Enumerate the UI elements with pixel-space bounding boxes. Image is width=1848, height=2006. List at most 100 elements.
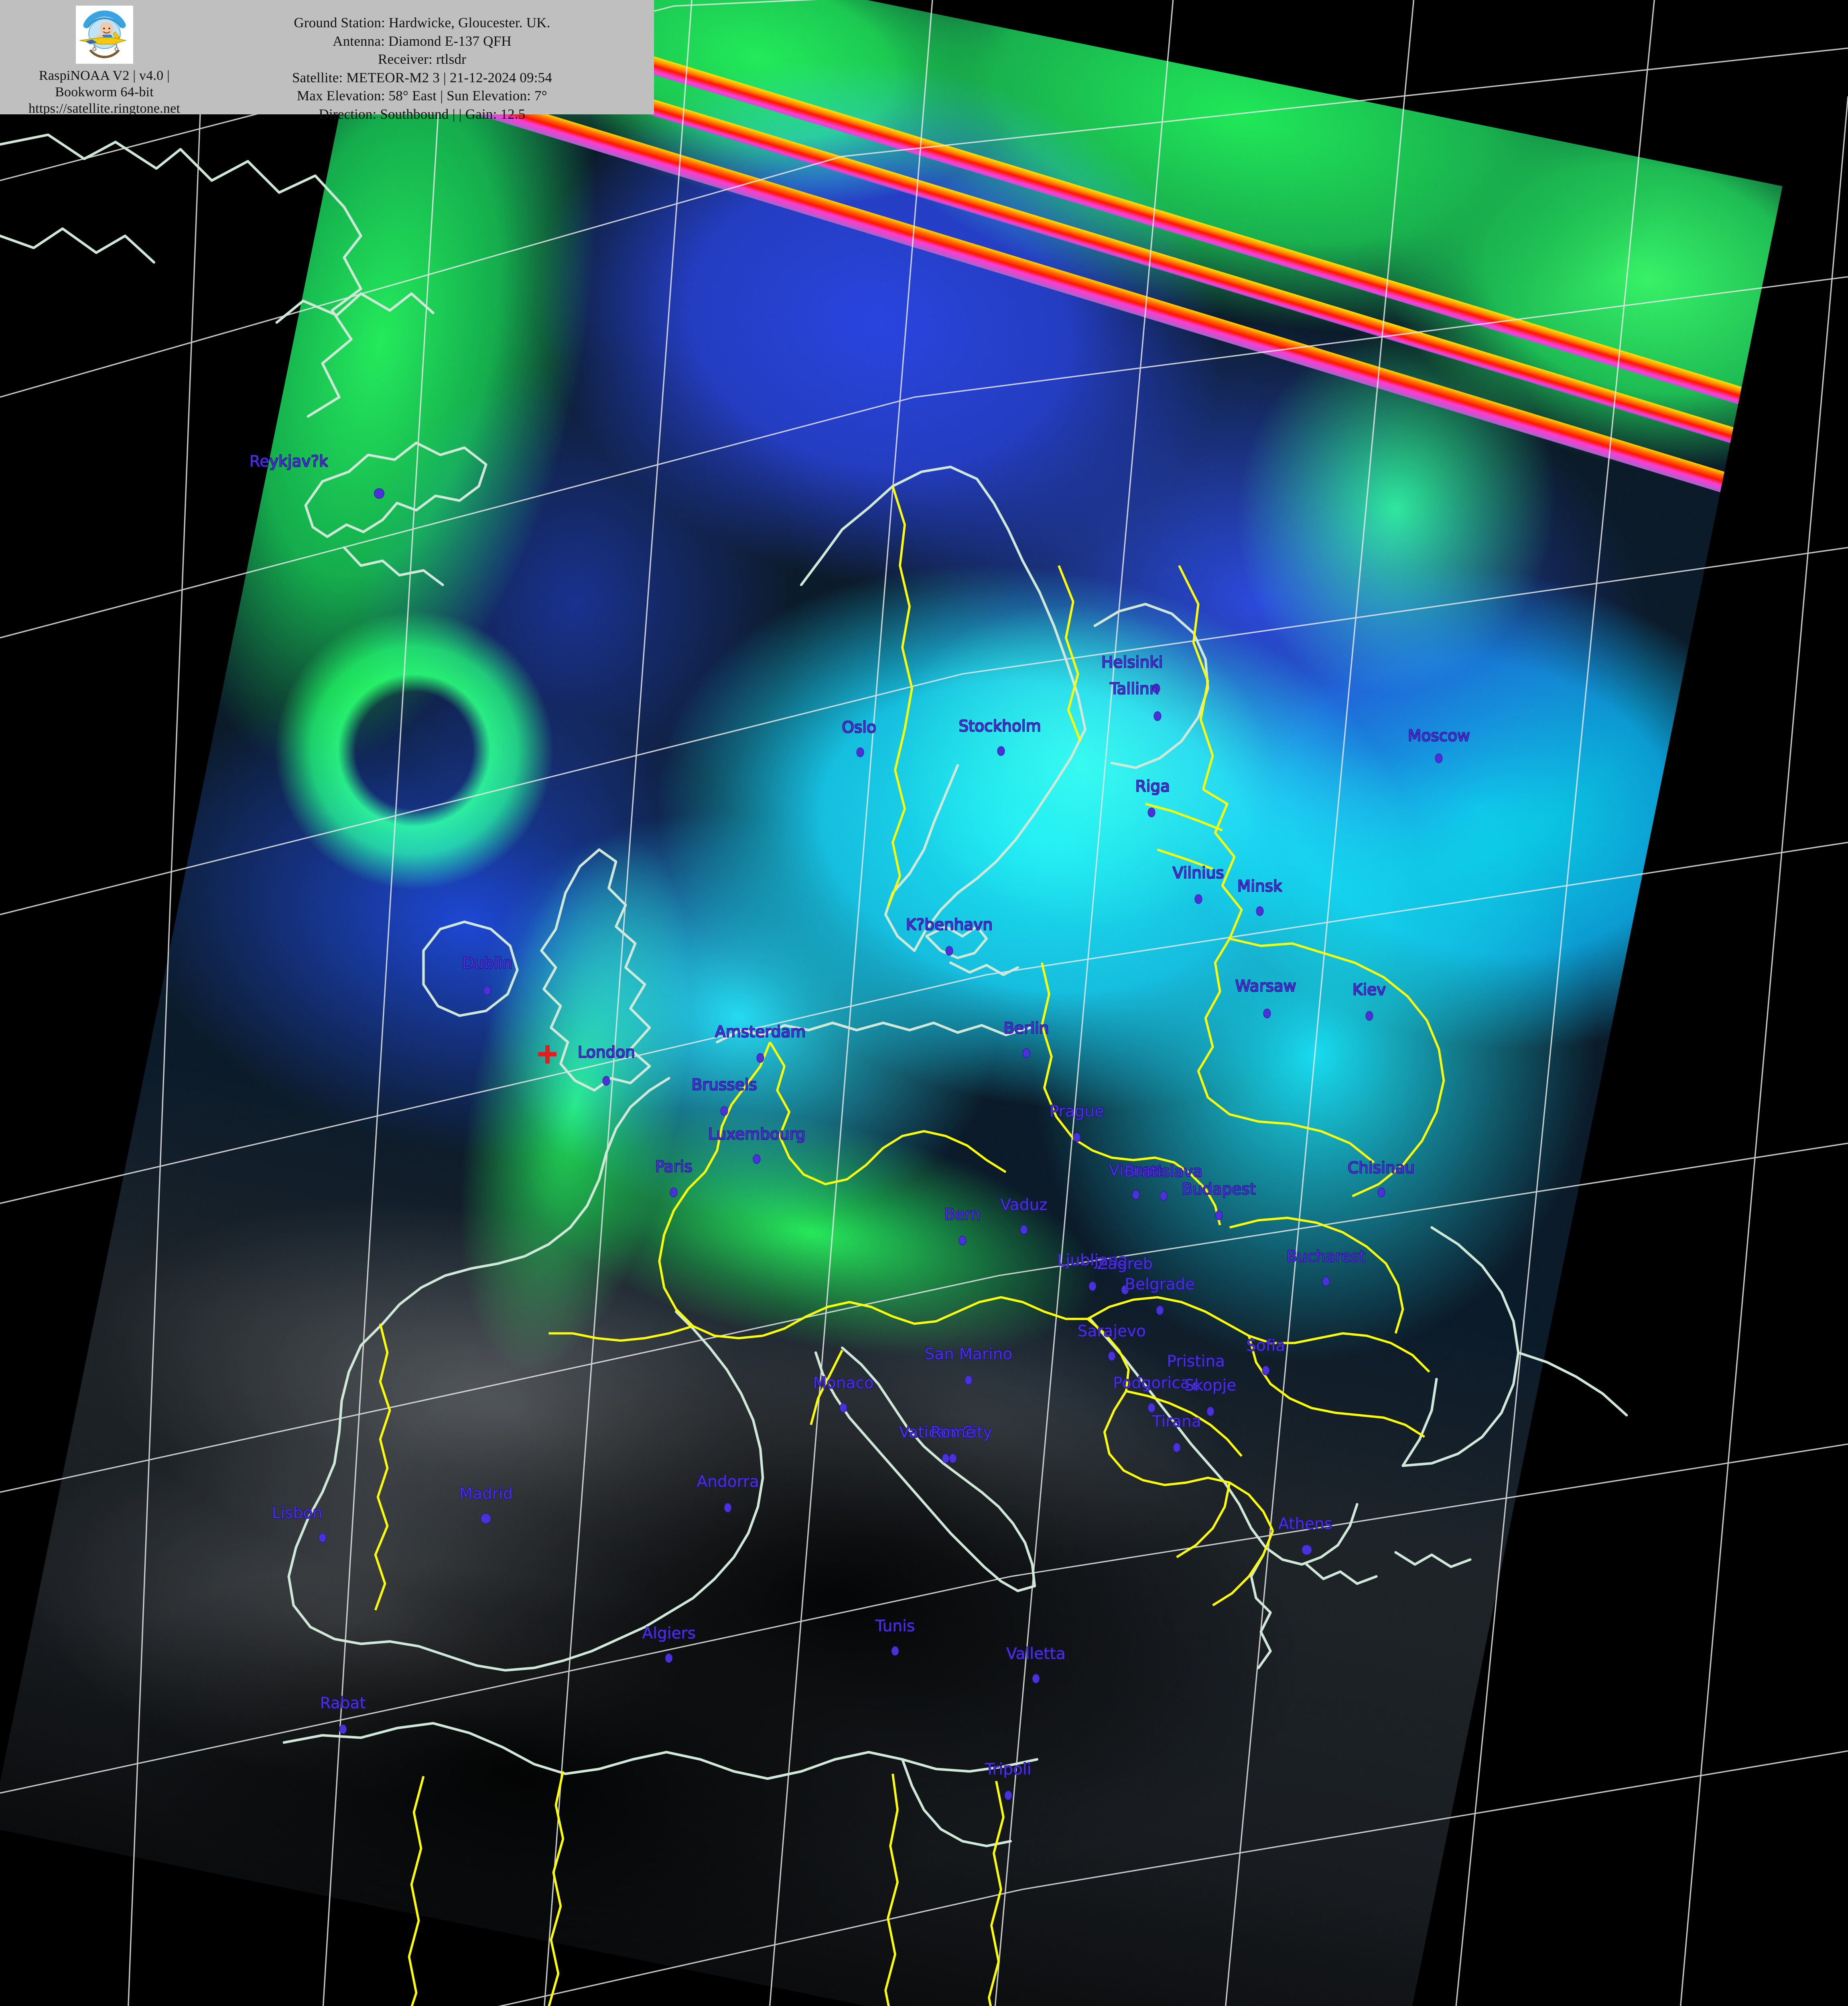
city-marker-dot [892,1647,899,1655]
city-marker-dot [339,1725,346,1734]
city-label: London [578,1044,635,1062]
city-marker-dot [1148,808,1155,817]
city-label: Tirana [1152,1413,1201,1431]
city-marker-dot [1173,1443,1180,1452]
meta-satellite: Satellite: METEOR-M2 3 | 21-12-2024 09:5… [209,69,636,87]
satellite-pass-image: Reykjav?k Helsinki Tallinn Oslo Stockholm Mos… [0,0,1848,2006]
city-marker-dot [946,946,952,955]
app-os: Bookworm 64-bit [28,84,180,101]
city-marker-dot [965,1376,972,1385]
city-label: Minsk [1237,877,1282,895]
city-label: Pristina [1167,1352,1225,1370]
city-marker-dot [1256,907,1263,916]
city-marker-dot [753,1155,760,1163]
city-label: San Marino [925,1345,1013,1363]
city-label: Valletta [1006,1645,1066,1663]
app-name-version: RaspiNOAA V2 | v4.0 | [28,68,180,84]
satellite-swath-container [0,0,1848,2006]
city-marker-dot [1160,1192,1167,1200]
city-marker-dot [319,1533,326,1542]
city-label: Reykjav?k [250,453,328,471]
city-marker-dot [666,1654,672,1663]
city-marker-dot [1148,1403,1155,1412]
city-marker-dot [1073,1133,1080,1142]
city-label: Belgrade [1125,1275,1195,1293]
city-marker-dot [1020,1225,1027,1234]
city-label: Luxembourg [708,1125,806,1143]
city-marker-dot [721,1107,728,1115]
city-marker-dot [757,1054,764,1062]
city-marker-dot [1207,1407,1214,1416]
scanline-noise-texture [0,0,1783,2006]
city-label: Tunis [875,1617,915,1635]
phobic-flyer-logo-icon [76,6,133,64]
city-marker-dot [1154,712,1161,721]
city-label: Sofia [1246,1337,1285,1355]
city-marker-dot [1263,1009,1270,1018]
city-marker-dot [1378,1188,1385,1197]
city-marker-dot [1089,1282,1096,1291]
city-label: Brussels [692,1076,757,1094]
city-marker-dot [1005,1791,1011,1800]
city-label: Rome [930,1423,975,1442]
city-label: Budapest [1182,1180,1256,1198]
city-marker-dot [1195,895,1202,904]
city-label: Lisbon [272,1504,323,1522]
city-label: Athens [1278,1515,1332,1533]
pass-metadata-block: Ground Station: Hardwicke, Gloucester. U… [209,0,654,123]
city-marker-dot [857,748,864,757]
city-label: Tallinn [1110,680,1159,698]
city-marker-dot [997,747,1004,755]
city-marker-dot [725,1503,731,1512]
pass-info-header-panel: RaspiNOAA V2 | v4.0 | Bookworm 64-bit ht… [0,0,654,114]
city-marker-dot [1108,1352,1115,1360]
city-label: Chisinau [1348,1159,1415,1177]
station-software-info: RaspiNOAA V2 | v4.0 | Bookworm 64-bit ht… [28,68,180,117]
city-marker-dot [481,1514,491,1523]
city-marker-dot [1302,1545,1312,1555]
satellite-imagery-swath [0,0,1783,2006]
city-label: Helsinki [1101,654,1163,672]
city-label: Bratislava [1124,1163,1202,1181]
ground-station-marker-icon [538,1045,556,1064]
city-label: Riga [1135,778,1170,796]
city-marker-dot [1215,1211,1222,1220]
city-marker-dot [1262,1366,1269,1375]
city-label: Podgorica [1113,1374,1190,1392]
city-marker-dot [959,1236,966,1245]
app-url: https://satellite.ringtone.net [28,101,180,117]
city-marker-dot [840,1403,847,1412]
city-label: K?benhavn [906,916,993,934]
city-marker-dot [1023,1049,1030,1058]
city-label: Monaco [813,1374,873,1392]
city-marker-dot [1132,1190,1139,1199]
city-marker-dot [670,1188,677,1197]
meta-direction: Direction: Southbound | | Gain: 12.5 [209,105,636,124]
city-label: Amsterdam [715,1023,806,1041]
city-label: Skopje [1184,1377,1236,1395]
city-label: Madrid [459,1485,513,1503]
city-label: Rabat [320,1694,366,1712]
city-label: Moscow [1408,727,1470,745]
city-marker-dot [374,489,384,498]
station-branding-block: RaspiNOAA V2 | v4.0 | Bookworm 64-bit ht… [0,0,209,117]
city-label: Andorra [697,1473,759,1491]
city-marker-dot [949,1454,956,1463]
meta-elevation: Max Elevation: 58° East | Sun Elevation:… [209,87,636,105]
city-label: Kiev [1352,981,1386,999]
city-label: Zagreb [1097,1255,1153,1273]
city-marker-dot [942,1454,949,1463]
city-marker-dot [1366,1011,1373,1020]
city-label: Sarajevo [1078,1322,1146,1340]
city-label: Paris [655,1158,692,1176]
city-label: Dublin [462,954,513,973]
city-marker-dot [603,1076,610,1085]
city-label: Oslo [842,719,876,737]
city-label: Berlin [1003,1019,1049,1038]
city-label: Prague [1050,1102,1104,1121]
city-marker-dot [1156,1306,1163,1315]
city-marker-dot [484,986,491,995]
city-label: Bucharest [1286,1248,1365,1266]
city-label: Vilnius [1173,864,1224,882]
city-marker-dot [1032,1674,1039,1683]
